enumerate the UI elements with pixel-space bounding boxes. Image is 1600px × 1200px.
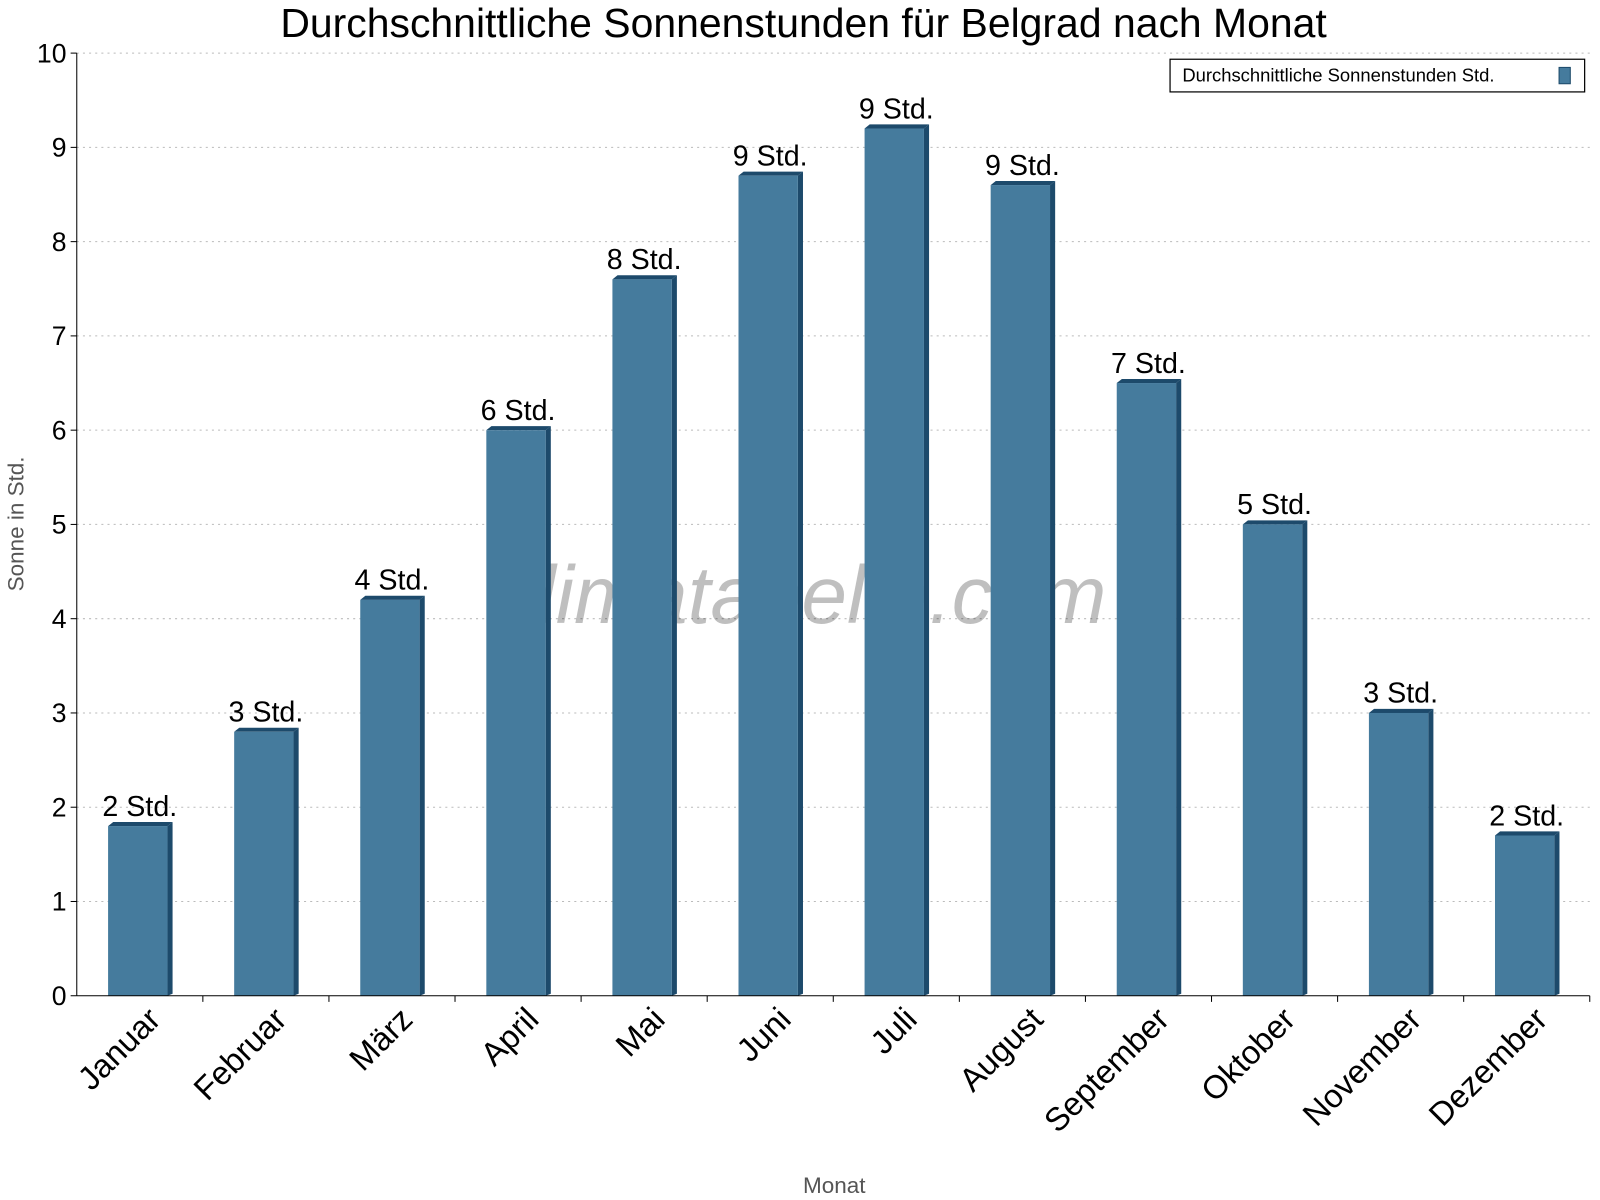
- y-tick-label: 9: [52, 133, 67, 163]
- bar: [1494, 835, 1555, 996]
- legend-label: Durchschnittliche Sonnenstunden Std.: [1182, 65, 1494, 86]
- bar-top: [1116, 378, 1182, 384]
- bar-4: [612, 275, 677, 996]
- data-label: 3 Std.: [1363, 678, 1438, 710]
- bar-top: [234, 727, 299, 732]
- data-label: 3 Std.: [228, 697, 303, 729]
- bar-10: [1368, 708, 1434, 996]
- chart-title: Durchschnittliche Sonnenstunden für Belg…: [280, 0, 1327, 46]
- bar-top: [1494, 831, 1560, 836]
- bar: [1242, 524, 1303, 996]
- x-tick-label: Mai: [608, 1000, 672, 1063]
- data-label: 5 Std.: [1237, 489, 1312, 521]
- bar-side: [1176, 378, 1182, 996]
- bar-3: [486, 426, 551, 996]
- y-tick-label: 10: [37, 38, 67, 68]
- bar: [1116, 383, 1177, 996]
- x-tick-label: September: [1036, 1000, 1176, 1139]
- data-label: 4 Std.: [355, 565, 430, 597]
- bar-11: [1494, 831, 1560, 996]
- x-tick-label: November: [1295, 1000, 1428, 1133]
- bar-side: [1428, 708, 1434, 996]
- bar-top: [864, 124, 930, 129]
- bar-side: [797, 171, 803, 996]
- x-tick-label: April: [473, 1000, 546, 1072]
- data-label: 7 Std.: [1111, 348, 1186, 380]
- bar-top: [108, 821, 173, 827]
- bar-side: [293, 727, 299, 996]
- bar-5: [738, 171, 803, 996]
- bar-side: [671, 275, 677, 996]
- data-label: 9 Std.: [985, 150, 1060, 182]
- x-tick-label: Februar: [186, 1000, 293, 1107]
- y-tick-label: 5: [52, 510, 67, 540]
- bar-0: [108, 821, 173, 996]
- y-tick-label: 7: [52, 321, 67, 351]
- bar-side: [419, 595, 425, 996]
- bar-side: [1050, 180, 1056, 996]
- x-tick-label: Januar: [70, 1000, 167, 1097]
- data-label: 6 Std.: [481, 395, 556, 427]
- data-label: 8 Std.: [607, 244, 682, 276]
- x-tick-label: Oktober: [1193, 1000, 1302, 1108]
- bar-7: [990, 180, 1056, 996]
- y-tick-label: 6: [52, 415, 67, 445]
- bar-2: [360, 595, 425, 996]
- bar-1: [234, 727, 299, 996]
- x-tick-label: Juni: [729, 1000, 798, 1069]
- y-tick-label: 4: [52, 604, 67, 634]
- y-tick-label: 3: [52, 698, 67, 728]
- data-label: 2 Std.: [1489, 800, 1564, 832]
- bar-8: [1116, 378, 1182, 996]
- y-axis-label: Sonne in Std.: [4, 456, 29, 591]
- x-tick-label: März: [342, 1000, 420, 1077]
- y-tick-label: 8: [52, 227, 67, 257]
- bar-top: [360, 595, 425, 600]
- bar: [234, 731, 294, 996]
- x-tick-label: Juli: [863, 1000, 924, 1061]
- bar-side: [1554, 831, 1560, 996]
- y-tick-label: 2: [52, 792, 67, 822]
- bar: [108, 826, 168, 996]
- x-axis-label: Monat: [803, 1173, 866, 1198]
- bar-top: [990, 180, 1056, 186]
- y-tick-label: 0: [52, 981, 67, 1011]
- bar-side: [1302, 520, 1308, 996]
- bar: [738, 175, 798, 996]
- data-label: 9 Std.: [733, 140, 808, 172]
- bar-top: [738, 171, 803, 176]
- data-label: 9 Std.: [859, 93, 934, 125]
- bar: [1368, 712, 1429, 996]
- bar: [990, 185, 1051, 996]
- bar-9: [1242, 520, 1308, 996]
- bar: [612, 279, 672, 996]
- y-tick-label: 1: [52, 887, 67, 917]
- bar-side: [167, 821, 173, 996]
- bar-side: [545, 426, 551, 996]
- legend-swatch: [1558, 66, 1571, 85]
- bar-top: [612, 275, 677, 280]
- bar-top: [1242, 520, 1308, 525]
- bar-top: [1368, 708, 1434, 713]
- x-tick-label: Dezember: [1421, 1000, 1554, 1133]
- data-label: 2 Std.: [102, 791, 177, 823]
- x-tick-label: August: [952, 1000, 1050, 1098]
- legend: Durchschnittliche Sonnenstunden Std.: [1169, 58, 1586, 93]
- bar-side: [923, 124, 930, 996]
- bar-top: [486, 426, 551, 431]
- bar: [864, 128, 924, 996]
- bar: [360, 599, 420, 996]
- bar: [486, 430, 546, 996]
- bar-6: [864, 124, 930, 996]
